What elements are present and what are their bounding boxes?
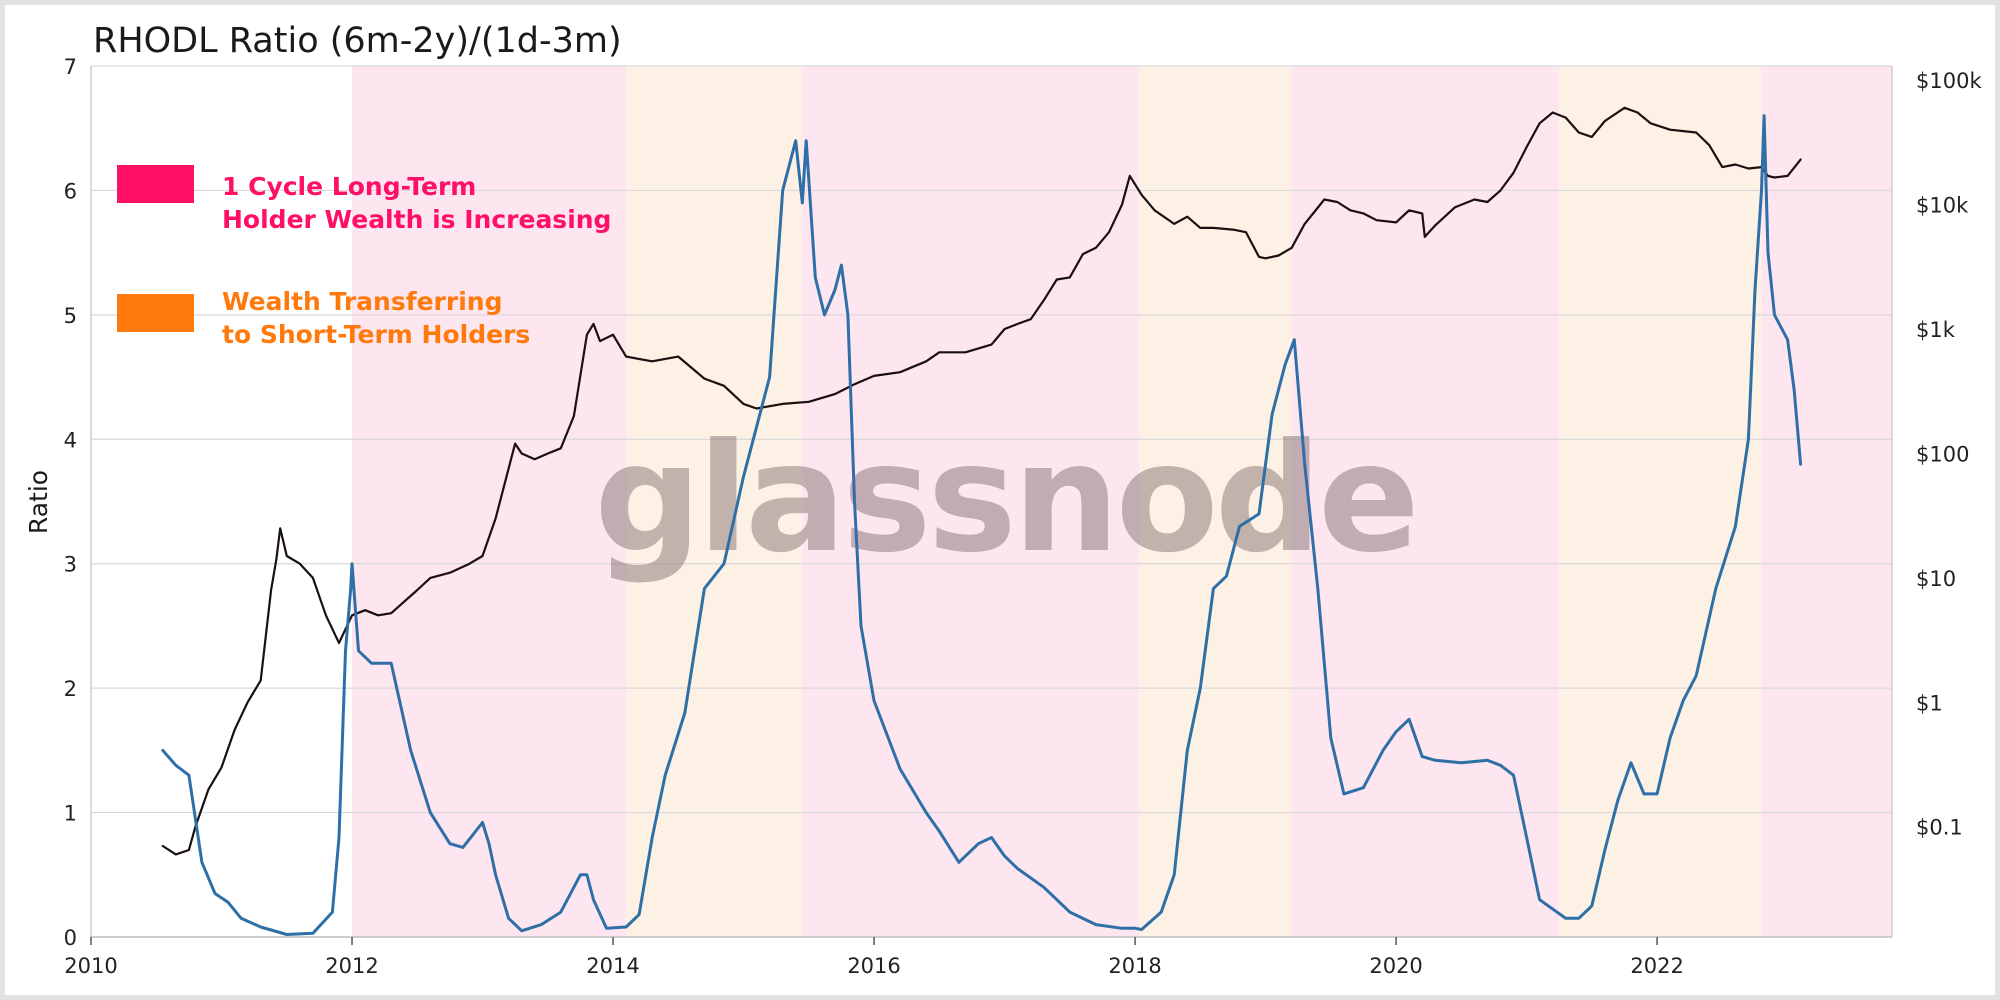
x-tick-label: 2016 (847, 954, 900, 978)
y2-tick-label: $10k (1916, 194, 1969, 218)
y-tick-label: 3 (64, 553, 77, 577)
y-tick-label: 5 (64, 304, 77, 328)
y2-tick-label: $100k (1916, 69, 1982, 93)
series-lines (161, 106, 1803, 936)
watermark: glassnode (594, 412, 1416, 586)
legend-swatch (117, 294, 194, 332)
axis-ticks: 2010 2012 2014 2016 2018 2020 2022 0 1 2 3 4 5 6 7 $0.1… (64, 55, 1983, 978)
region-long-term-increasing (1761, 66, 1892, 937)
y2-tick-label: $1k (1916, 318, 1956, 342)
ratio-line (161, 114, 1803, 936)
legend: 1 Cycle Long-Term Holder Wealth is Increa… (117, 165, 611, 349)
y-axis-label: Ratio (24, 470, 53, 534)
chart-title: RHODL Ratio (6m-2y)/(1d-3m) (93, 21, 622, 61)
region-transferring (626, 66, 803, 937)
y-tick-label: 6 (64, 179, 77, 203)
y-tick-label: 7 (64, 55, 77, 79)
x-tick-label: 2022 (1630, 954, 1683, 978)
y2-tick-label: $0.1 (1916, 816, 1963, 840)
legend-swatch (117, 165, 194, 203)
y2-tick-label: $100 (1916, 442, 1969, 466)
chart-frame: glassnode 2010 2012 2014 2016 2018 2020 2022 0 1… (5, 5, 1995, 995)
region-long-term-increasing (802, 66, 1139, 937)
rhodl-chart: glassnode 2010 2012 2014 2016 2018 2020 2022 0 1… (24, 21, 1983, 978)
y-tick-label: 0 (64, 926, 77, 950)
x-tick-label: 2020 (1369, 954, 1422, 978)
legend-label: Holder Wealth is Increasing (222, 205, 611, 234)
cycle-regions (352, 66, 1892, 937)
y2-tick-label: $10 (1916, 567, 1956, 591)
y-tick-label: 4 (64, 428, 77, 452)
y-tick-label: 1 (64, 802, 77, 826)
x-tick-label: 2014 (586, 954, 639, 978)
legend-label: Wealth Transferring (222, 287, 502, 316)
x-tick-label: 2010 (64, 954, 117, 978)
region-long-term-increasing (352, 66, 627, 937)
region-long-term-increasing (1291, 66, 1560, 937)
y-tick-label: 2 (64, 677, 77, 701)
x-tick-label: 2018 (1108, 954, 1161, 978)
price-line (161, 106, 1802, 856)
region-transferring (1559, 66, 1762, 937)
region-transferring (1138, 66, 1292, 937)
y2-tick-label: $1 (1916, 691, 1943, 715)
horizontal-gridlines (91, 65, 1892, 814)
legend-label: 1 Cycle Long-Term (222, 172, 476, 201)
legend-label: to Short-Term Holders (222, 320, 530, 349)
x-tick-label: 2012 (325, 954, 378, 978)
plot-border (90, 66, 1893, 938)
